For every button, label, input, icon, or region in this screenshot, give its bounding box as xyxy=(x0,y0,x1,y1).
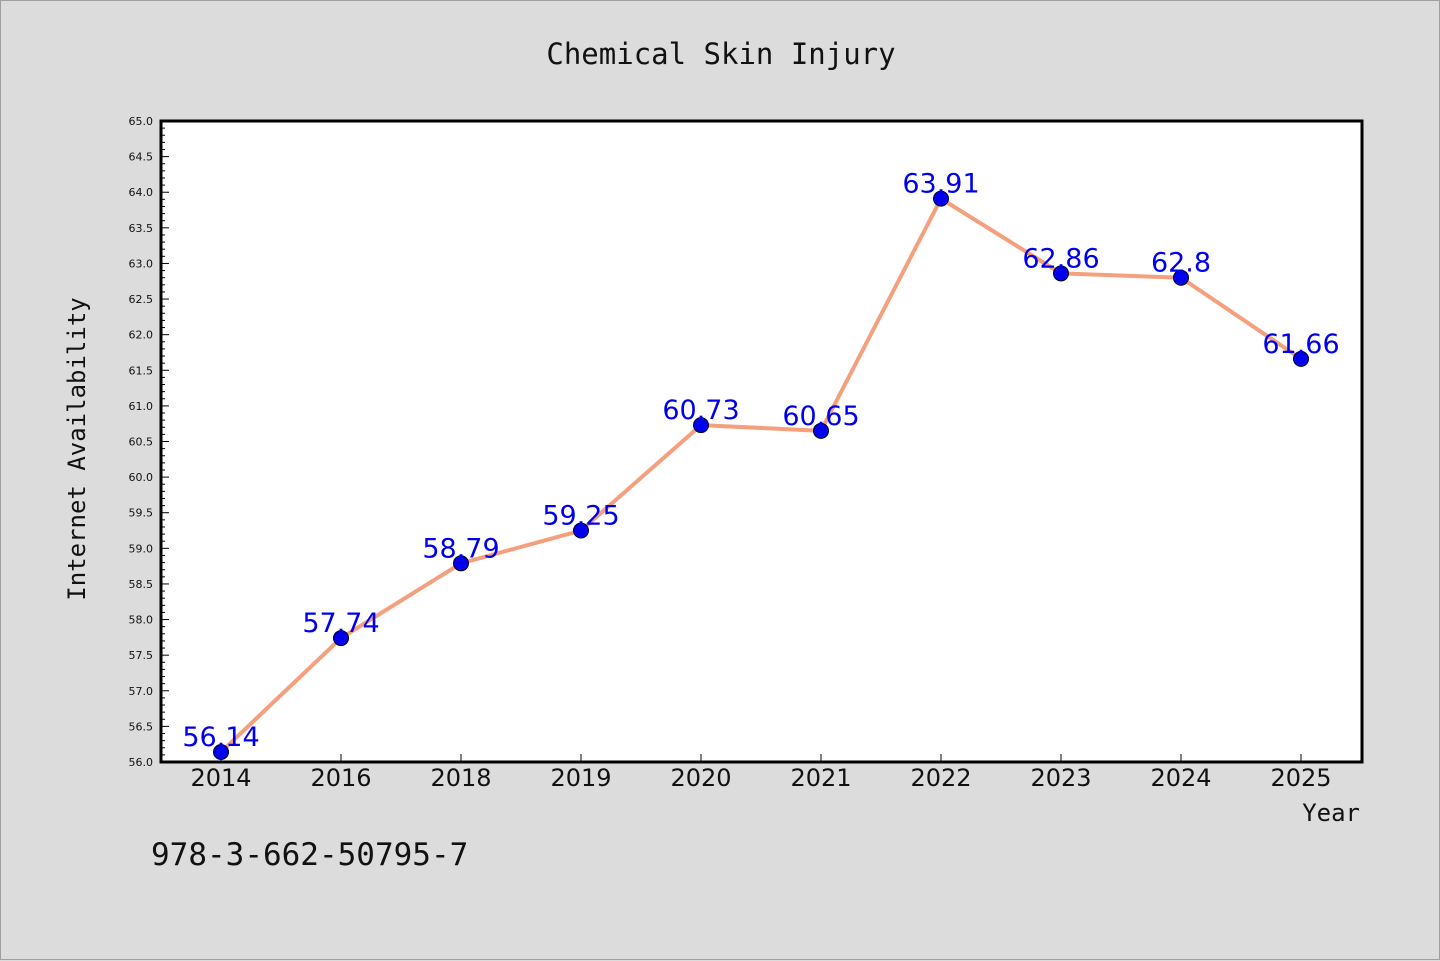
y-tick-label: 60.0 xyxy=(129,471,154,484)
y-tick-label: 60.5 xyxy=(129,436,154,449)
y-tick-label: 58.5 xyxy=(129,578,154,591)
data-label: 58.79 xyxy=(422,533,499,564)
y-tick-label: 62.0 xyxy=(129,329,154,342)
x-tick-label: 2024 xyxy=(1150,764,1211,792)
y-tick-label: 56.5 xyxy=(129,720,154,733)
y-axis: 56.0 56.5 57.0 57.5 58.0 58.5 59.0 59.5 60.0 60.5… xyxy=(129,115,169,769)
x-tick-label: 2023 xyxy=(1030,764,1091,792)
y-tick-label: 59.0 xyxy=(129,542,154,555)
y-tick-label: 56.0 xyxy=(129,756,154,769)
data-markers xyxy=(213,190,1309,761)
data-point xyxy=(333,630,349,647)
y-tick-label: 63.5 xyxy=(129,222,154,235)
data-label: 62.8 xyxy=(1151,248,1211,279)
y-tick-label: 57.0 xyxy=(129,685,154,698)
x-tick-label: 2019 xyxy=(550,764,611,792)
data-label: 63.91 xyxy=(902,169,979,200)
data-label: 59.25 xyxy=(542,501,619,532)
x-tick-label: 2021 xyxy=(790,764,851,792)
x-tick-label: 2025 xyxy=(1270,764,1331,792)
data-point xyxy=(453,555,469,572)
y-tick-label: 64.0 xyxy=(129,186,154,199)
x-axis-label: Year xyxy=(1302,799,1360,827)
data-label: 60.65 xyxy=(782,401,859,432)
y-tick-label: 65.0 xyxy=(129,115,154,128)
y-tick-label: 61.5 xyxy=(129,364,154,377)
footer-isbn: 978-3-662-50795-7 xyxy=(151,837,468,873)
data-point xyxy=(693,417,709,434)
y-tick-label: 61.0 xyxy=(129,400,154,413)
data-label: 61.66 xyxy=(1262,329,1339,360)
x-tick-label: 2020 xyxy=(670,764,731,792)
series-line xyxy=(219,196,1303,755)
data-label: 57.74 xyxy=(302,608,379,639)
y-tick-label: 59.5 xyxy=(129,507,154,520)
series-line-group xyxy=(219,196,1303,755)
x-tick-label: 2014 xyxy=(190,764,251,792)
x-tick-label: 2018 xyxy=(430,764,491,792)
y-tick-label: 63.0 xyxy=(129,257,154,270)
data-label: 56.14 xyxy=(182,722,259,753)
data-point xyxy=(933,190,949,207)
data-point xyxy=(813,422,829,439)
x-tick-label: 2016 xyxy=(310,764,371,792)
data-point xyxy=(213,744,229,761)
data-point xyxy=(1173,269,1189,286)
y-axis-label: Internet Availability xyxy=(63,297,91,600)
data-label: 62.86 xyxy=(1022,243,1099,274)
x-tick-label: 2022 xyxy=(910,764,971,792)
data-label: 60.73 xyxy=(662,395,739,426)
y-tick-label: 62.5 xyxy=(129,293,154,306)
data-point xyxy=(1293,350,1309,367)
y-tick-label: 64.5 xyxy=(129,151,154,164)
y-tick-label: 57.5 xyxy=(129,649,154,662)
x-axis: 2014 2016 2018 2019 2020 2021 2022 2023 2024 2025 xyxy=(190,754,1332,792)
data-point xyxy=(1053,265,1069,282)
plot-area xyxy=(159,119,1364,764)
chart-title: Chemical Skin Injury xyxy=(546,37,895,71)
y-tick-label: 58.0 xyxy=(129,614,154,627)
data-point xyxy=(573,522,589,539)
